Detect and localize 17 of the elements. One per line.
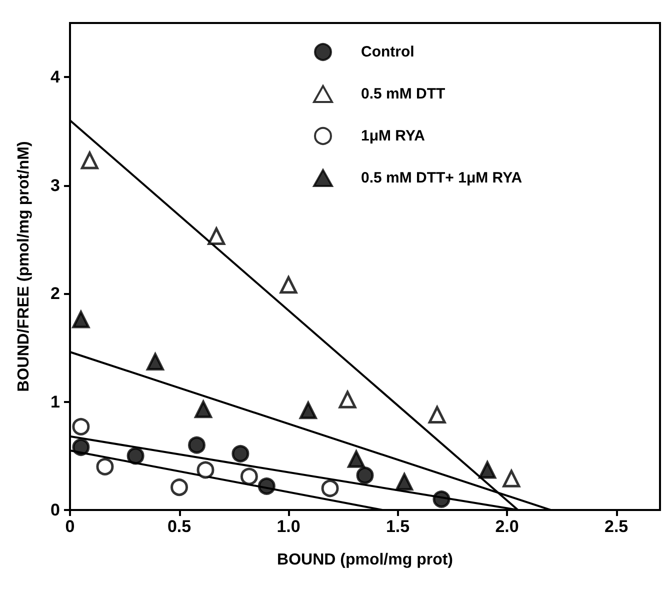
x-tick-label: 1.5 <box>386 517 410 536</box>
y-tick-label: 0 <box>50 500 60 520</box>
y-tick-label: 1 <box>50 392 60 412</box>
x-tick-label: 2.5 <box>604 517 628 536</box>
legend-label: Control <box>361 44 414 60</box>
y-tick-label: 3 <box>50 176 60 195</box>
y-tick-label: 2 <box>50 284 60 304</box>
legend-label: 0.5 mM DTT <box>361 86 446 102</box>
legend-label: 0.5 mM DTT+ 1μM RYA <box>361 170 522 186</box>
x-tick-label: 0.5 <box>167 517 192 536</box>
y-axis-title: BOUND/FREE (pmol/mg prot/nM) <box>16 141 32 392</box>
x-tick-label: 0 <box>65 517 75 536</box>
x-tick-label: 2.0 <box>495 517 519 536</box>
y-tick-label: 4 <box>50 68 61 87</box>
x-tick-label: 1.0 <box>276 517 300 536</box>
x-axis-title: BOUND (pmol/mg prot) <box>277 552 453 568</box>
legend-label: 1μM RYA <box>361 128 426 144</box>
